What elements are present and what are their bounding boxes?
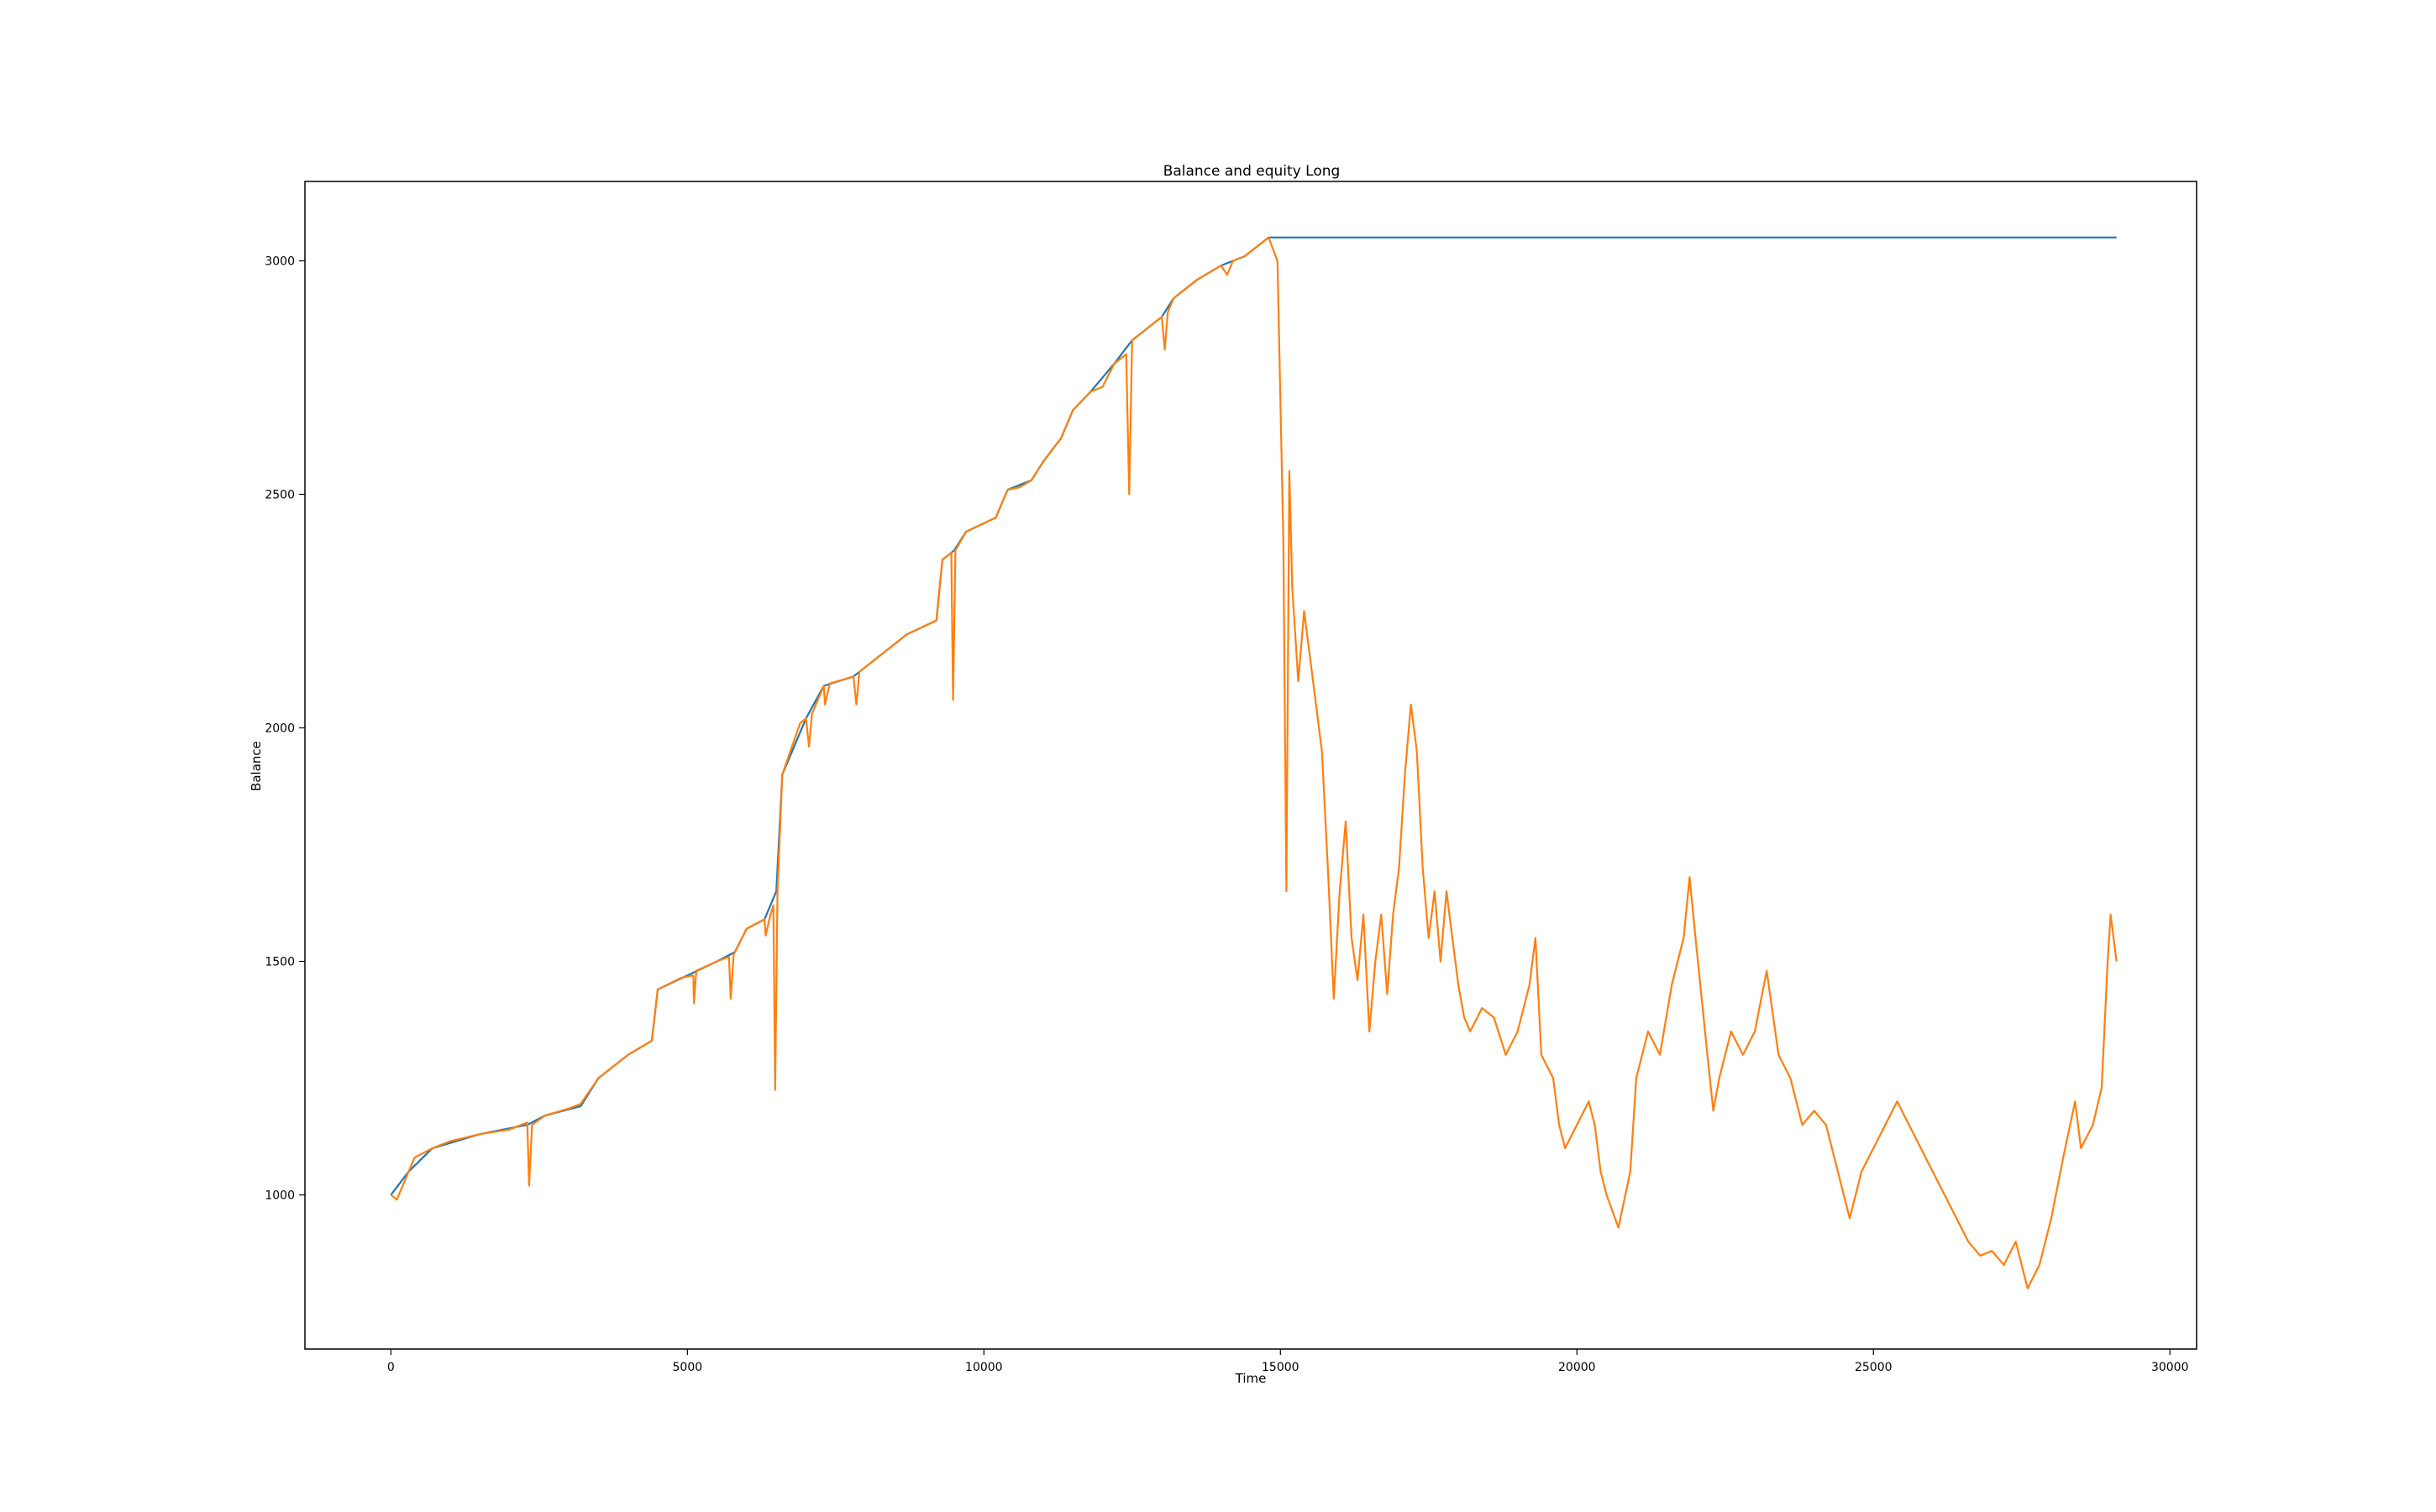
y-axis-ticks: 1000 1500 2000 2500 3000 xyxy=(265,255,305,1203)
x-axis-label: Time xyxy=(1235,1371,1267,1386)
x-tick-label: 10000 xyxy=(965,1361,1003,1374)
x-tick-label: 20000 xyxy=(1558,1361,1596,1374)
x-tick-label: 30000 xyxy=(2151,1361,2189,1374)
x-tick-label: 0 xyxy=(387,1361,395,1374)
y-axis-label: Balance xyxy=(249,741,264,791)
series-layer xyxy=(390,236,2118,1289)
y-tick-label: 3000 xyxy=(265,255,295,269)
x-axis-ticks: 0 5000 10000 15000 20000 25000 30000 xyxy=(387,1349,2189,1374)
y-tick-label: 2000 xyxy=(265,722,295,736)
series-line-2 xyxy=(390,236,2118,1289)
x-tick-label: 15000 xyxy=(1262,1361,1299,1374)
chart-title: Balance and equity Long xyxy=(1163,163,1341,180)
x-tick-label: 5000 xyxy=(673,1361,703,1374)
y-tick-label: 2500 xyxy=(265,489,295,502)
plot-frame xyxy=(304,181,2197,1350)
x-tick-label: 25000 xyxy=(1855,1361,1893,1374)
y-tick-label: 1500 xyxy=(265,956,295,969)
y-tick-label: 1000 xyxy=(265,1189,295,1203)
